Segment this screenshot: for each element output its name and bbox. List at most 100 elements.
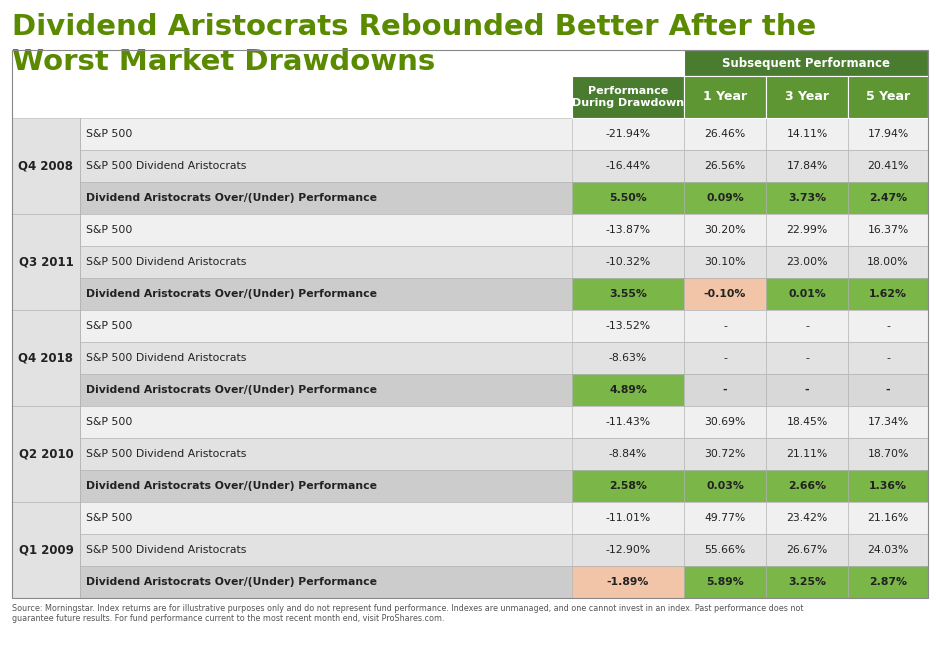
Text: Q3 2011: Q3 2011 xyxy=(19,255,73,268)
Bar xyxy=(80,182,928,214)
Bar xyxy=(766,502,848,534)
Text: -: - xyxy=(886,321,890,331)
Text: 23.00%: 23.00% xyxy=(786,257,827,267)
Text: -: - xyxy=(886,353,890,363)
Bar xyxy=(572,534,684,566)
Bar xyxy=(848,374,928,406)
Text: 3.73%: 3.73% xyxy=(788,193,826,203)
Bar xyxy=(572,76,684,118)
Text: -: - xyxy=(805,385,809,395)
Bar xyxy=(80,534,928,566)
Bar xyxy=(572,502,684,534)
Bar xyxy=(572,438,684,470)
Text: Dividend Aristocrats Over/(Under) Performance: Dividend Aristocrats Over/(Under) Perfor… xyxy=(86,289,377,299)
Bar xyxy=(848,76,928,118)
Text: Dividend Aristocrats Over/(Under) Performance: Dividend Aristocrats Over/(Under) Perfor… xyxy=(86,193,377,203)
Bar xyxy=(766,278,848,310)
Text: S&P 500: S&P 500 xyxy=(86,513,132,523)
Text: 5.89%: 5.89% xyxy=(706,577,744,587)
Bar xyxy=(684,502,766,534)
Text: Q4 2008: Q4 2008 xyxy=(19,159,73,172)
Bar xyxy=(848,246,928,278)
Bar xyxy=(684,76,766,118)
Bar xyxy=(684,246,766,278)
Bar xyxy=(572,342,684,374)
Bar xyxy=(848,118,928,150)
Text: -21.94%: -21.94% xyxy=(605,129,651,139)
Text: -1.89%: -1.89% xyxy=(607,577,649,587)
Bar xyxy=(572,246,684,278)
Bar xyxy=(848,470,928,502)
Text: 3.25%: 3.25% xyxy=(788,577,826,587)
Bar xyxy=(766,374,848,406)
Bar xyxy=(848,566,928,598)
Bar xyxy=(766,150,848,182)
Bar xyxy=(684,118,766,150)
Text: 2.47%: 2.47% xyxy=(869,193,907,203)
Text: 2.87%: 2.87% xyxy=(869,577,907,587)
Bar xyxy=(684,214,766,246)
Bar xyxy=(684,50,928,76)
Bar xyxy=(684,470,766,502)
Bar xyxy=(572,470,684,502)
Text: 21.11%: 21.11% xyxy=(786,449,827,459)
Bar xyxy=(572,278,684,310)
Bar xyxy=(80,278,928,310)
Text: -8.84%: -8.84% xyxy=(609,449,647,459)
Text: S&P 500 Dividend Aristocrats: S&P 500 Dividend Aristocrats xyxy=(86,449,247,459)
Bar xyxy=(766,76,848,118)
Text: 26.46%: 26.46% xyxy=(704,129,746,139)
Text: S&P 500: S&P 500 xyxy=(86,225,132,235)
Text: Q4 2018: Q4 2018 xyxy=(19,351,73,364)
Text: Worst Market Drawdowns: Worst Market Drawdowns xyxy=(12,48,435,76)
Text: 24.03%: 24.03% xyxy=(868,545,909,555)
Text: 3 Year: 3 Year xyxy=(785,91,829,104)
Text: 30.20%: 30.20% xyxy=(704,225,746,235)
Bar xyxy=(684,150,766,182)
Bar xyxy=(684,438,766,470)
Text: 30.72%: 30.72% xyxy=(704,449,746,459)
Bar xyxy=(80,502,928,534)
Bar xyxy=(80,374,928,406)
Text: 3.55%: 3.55% xyxy=(609,289,647,299)
Text: 22.99%: 22.99% xyxy=(786,225,827,235)
Bar xyxy=(684,342,766,374)
Bar xyxy=(848,278,928,310)
Bar xyxy=(766,310,848,342)
Text: 26.56%: 26.56% xyxy=(704,161,746,171)
Text: -16.44%: -16.44% xyxy=(605,161,651,171)
Text: 2.58%: 2.58% xyxy=(609,481,647,491)
Bar xyxy=(12,406,80,502)
Bar xyxy=(572,406,684,438)
Bar xyxy=(766,438,848,470)
Text: S&P 500: S&P 500 xyxy=(86,417,132,427)
Bar xyxy=(684,310,766,342)
Bar xyxy=(80,566,928,598)
Text: 0.03%: 0.03% xyxy=(706,481,744,491)
Bar xyxy=(766,566,848,598)
Text: S&P 500: S&P 500 xyxy=(86,321,132,331)
Text: -: - xyxy=(723,321,727,331)
Bar xyxy=(80,310,928,342)
Bar xyxy=(684,406,766,438)
Text: Q1 2009: Q1 2009 xyxy=(19,544,73,557)
Bar xyxy=(80,214,928,246)
Text: -12.90%: -12.90% xyxy=(605,545,651,555)
Bar xyxy=(684,374,766,406)
Bar xyxy=(80,150,928,182)
Text: Q2 2010: Q2 2010 xyxy=(19,448,73,461)
Text: -8.63%: -8.63% xyxy=(609,353,647,363)
Text: 17.84%: 17.84% xyxy=(786,161,827,171)
Text: 0.01%: 0.01% xyxy=(788,289,825,299)
Text: 18.45%: 18.45% xyxy=(786,417,827,427)
Text: S&P 500 Dividend Aristocrats: S&P 500 Dividend Aristocrats xyxy=(86,161,247,171)
Bar xyxy=(766,406,848,438)
Text: S&P 500: S&P 500 xyxy=(86,129,132,139)
Text: Dividend Aristocrats Over/(Under) Performance: Dividend Aristocrats Over/(Under) Perfor… xyxy=(86,577,377,587)
Text: 1.62%: 1.62% xyxy=(869,289,907,299)
Text: -11.01%: -11.01% xyxy=(605,513,651,523)
Bar xyxy=(848,310,928,342)
Bar xyxy=(572,182,684,214)
Bar xyxy=(12,214,80,310)
Bar xyxy=(848,342,928,374)
